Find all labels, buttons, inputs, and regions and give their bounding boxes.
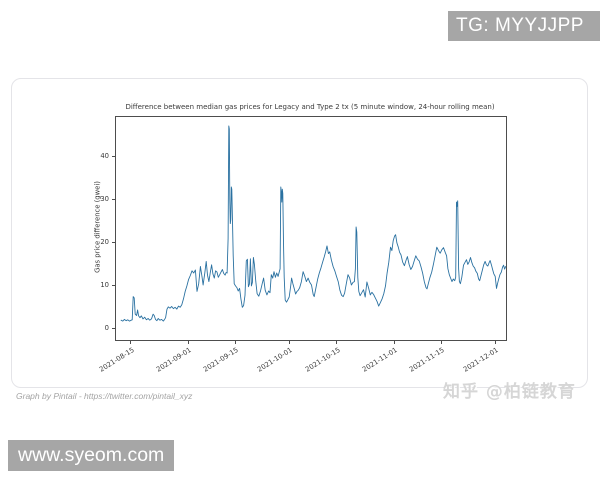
attribution-text: Graph by Pintail - https://twitter.com/p…	[16, 391, 193, 401]
site-watermark-badge: www.syeom.com	[8, 440, 175, 471]
zhihu-watermark: 知乎 @柏链教育	[443, 382, 576, 402]
telegram-badge: TG: MYYJJPP	[448, 11, 600, 41]
chart-card	[11, 78, 588, 388]
telegram-badge-text: TG: MYYJJPP	[456, 15, 584, 36]
